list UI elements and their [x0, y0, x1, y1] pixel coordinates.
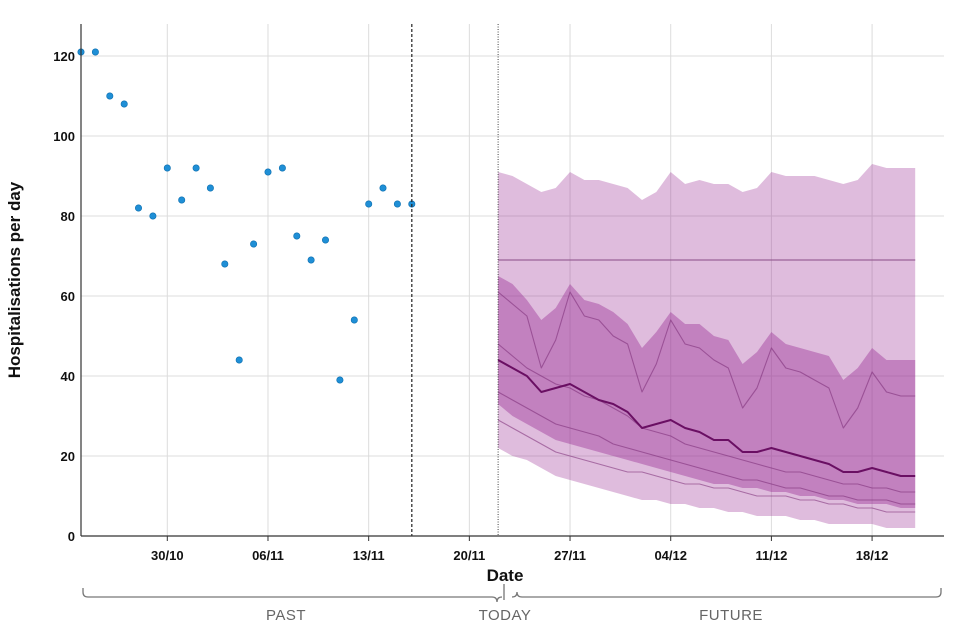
observed-point	[91, 48, 99, 56]
y-tick-label: 100	[53, 129, 75, 144]
future-bracket	[511, 588, 942, 598]
y-tick-label: 120	[53, 49, 75, 64]
projection-median-line	[497, 359, 916, 477]
date-markers	[411, 24, 499, 536]
past-bracket	[82, 588, 503, 603]
observed-point	[336, 376, 344, 384]
observed-point	[206, 184, 214, 192]
observed-point	[393, 200, 401, 208]
x-tick-label: 13/11	[353, 548, 385, 563]
y-tick-label: 20	[61, 449, 75, 464]
x-tick-label: 11/12	[755, 548, 787, 563]
axes: Hospitalisations per day Date 0 20 40 60 80 1…	[5, 24, 944, 585]
y-tick-label: 80	[61, 209, 75, 224]
observed-point	[350, 316, 358, 324]
observed-point	[278, 164, 286, 172]
x-tick-label: 06/11	[252, 548, 284, 563]
observed-point	[149, 212, 157, 220]
observed-point	[221, 260, 229, 268]
observed-point	[135, 204, 143, 212]
x-tick-label: 18/12	[856, 548, 889, 563]
observed-point	[250, 240, 258, 248]
observed-point	[163, 164, 171, 172]
projection-fan	[497, 164, 916, 528]
period-brackets: PAST TODAY FUTURE	[82, 584, 942, 624]
y-tick-label: 60	[61, 289, 75, 304]
observed-point	[365, 200, 373, 208]
x-tick-label: 27/11	[554, 548, 586, 563]
x-tick-label: 20/11	[453, 548, 485, 563]
observed-point	[264, 168, 272, 176]
observed-series	[77, 48, 416, 384]
projection-sample-line	[497, 391, 916, 505]
y-tick-label: 0	[68, 529, 75, 544]
observed-point	[293, 232, 301, 240]
future-label: FUTURE	[699, 607, 763, 624]
today-label: TODAY	[479, 607, 532, 624]
observed-point	[192, 164, 200, 172]
observed-point	[379, 184, 387, 192]
projection-sample-line	[497, 343, 916, 493]
projection-sample-line	[497, 291, 916, 429]
observed-point	[178, 196, 186, 204]
grid	[81, 24, 944, 537]
projection-sample-line	[497, 419, 916, 513]
observed-point	[321, 236, 329, 244]
projection-inner-band	[498, 276, 916, 508]
x-tick-label: 04/12	[654, 548, 687, 563]
y-axis-title: Hospitalisations per day	[5, 181, 24, 378]
observed-point	[106, 92, 114, 100]
x-tick-label: 30/10	[151, 548, 184, 563]
past-label: PAST	[266, 607, 306, 624]
x-axis-title: Date	[487, 566, 524, 585]
observed-point	[120, 100, 128, 108]
y-tick-label: 40	[61, 369, 75, 384]
observed-point	[235, 356, 243, 364]
observed-point	[307, 256, 315, 264]
projection-outer-band	[498, 164, 916, 528]
